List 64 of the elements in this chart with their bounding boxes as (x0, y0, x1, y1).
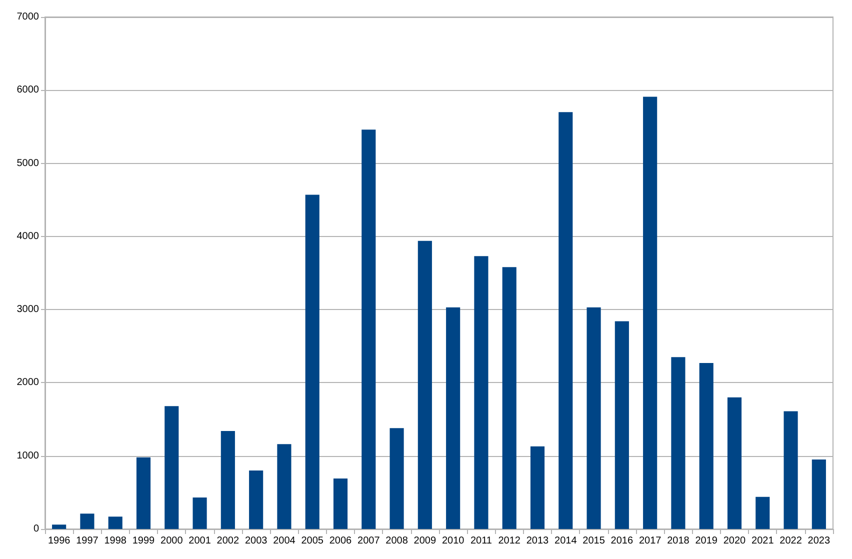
bar (418, 240, 432, 529)
bar (586, 307, 601, 529)
y-tick-label: 3000 (16, 304, 40, 316)
bar (502, 267, 516, 529)
bar (530, 446, 545, 529)
x-tick-label: 2021 (752, 536, 774, 546)
bar (333, 478, 348, 529)
bar (446, 307, 460, 529)
bar (108, 516, 122, 529)
y-tick-label: 5000 (16, 158, 40, 169)
x-tick-label: 2006 (329, 536, 352, 546)
x-tick-label: 2014 (554, 536, 578, 546)
bar (305, 194, 320, 529)
x-tick-label: 1999 (132, 536, 156, 546)
x-tick-label: 2019 (695, 536, 718, 546)
x-tick-label: 2003 (244, 536, 268, 546)
y-tick-label: 7000 (16, 12, 40, 22)
x-tick-label: 2008 (386, 536, 408, 546)
x-tick-label: 2005 (301, 536, 324, 546)
bar (812, 460, 826, 529)
bar (249, 470, 264, 529)
bar (136, 457, 151, 529)
bar (699, 362, 714, 529)
x-tick-label: 2004 (273, 536, 296, 546)
x-tick-label: 2022 (780, 536, 802, 546)
bar (192, 498, 207, 529)
bar (52, 524, 66, 529)
y-tick-label: 6000 (16, 84, 40, 96)
bar (164, 406, 179, 529)
x-tick-label: 2016 (610, 536, 634, 546)
y-tick-label: 4000 (16, 230, 40, 242)
bar (643, 96, 658, 529)
x-tick-label: 1998 (104, 536, 127, 546)
x-tick-label: 1996 (48, 536, 71, 546)
bar (390, 428, 404, 529)
x-tick-label: 2000 (160, 536, 184, 546)
x-tick-label: 2018 (667, 536, 690, 546)
x-tick-label: 2017 (638, 536, 662, 546)
bar (277, 444, 292, 529)
bar (220, 430, 235, 529)
bar (80, 514, 94, 529)
x-tick-label: 2020 (723, 536, 746, 546)
x-tick-label: 2010 (442, 536, 465, 546)
bar (362, 130, 376, 529)
y-tick-label: 2000 (16, 377, 40, 388)
x-tick-label: 2007 (358, 536, 380, 546)
bar (727, 397, 742, 529)
y-tick-label: 1000 (16, 450, 40, 462)
x-tick-label: 2011 (470, 536, 492, 546)
y-tick-label: 0 (33, 524, 40, 534)
x-tick-label: 2001 (188, 536, 212, 546)
x-tick-label: 2009 (414, 536, 436, 546)
x-tick-label: 2015 (582, 536, 606, 546)
bar (784, 411, 798, 529)
bar (558, 112, 573, 529)
x-tick-label: 2012 (498, 536, 521, 546)
x-tick-label: 2023 (808, 536, 830, 546)
x-tick-label: 2013 (526, 536, 550, 546)
bar (614, 321, 629, 529)
x-tick-label: 2002 (216, 536, 240, 546)
bar (671, 357, 686, 529)
x-tick-label: 1997 (76, 536, 99, 546)
bar (756, 496, 770, 529)
bar (474, 256, 488, 529)
